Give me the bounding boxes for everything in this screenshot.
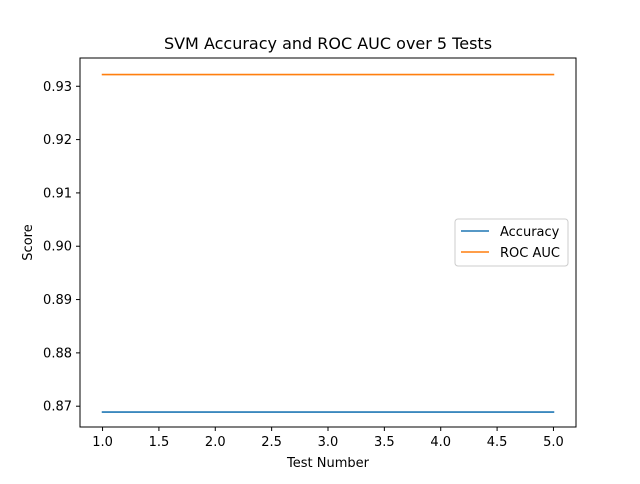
x-axis-label: Test Number	[286, 456, 370, 471]
x-tick-label: 5.0	[543, 435, 564, 450]
legend-label-accuracy: Accuracy	[500, 225, 560, 240]
y-tick-label: 0.88	[43, 346, 72, 361]
x-tick-label: 2.0	[205, 435, 226, 450]
y-tick-label: 0.89	[43, 293, 72, 308]
chart-title: SVM Accuracy and ROC AUC over 5 Tests	[164, 34, 492, 53]
y-axis: 0.87 0.88 0.89 0.90 0.91 0.92 0.93	[43, 80, 80, 415]
y-tick-label: 0.90	[43, 240, 72, 255]
series-layer	[101, 73, 555, 413]
x-tick-label: 3.0	[318, 435, 339, 450]
x-tick-label: 2.5	[261, 435, 282, 450]
legend-label-roc-auc: ROC AUC	[500, 246, 560, 261]
x-axis: 1.0 1.5 2.0 2.5 3.0 3.5 4.0 4.5 5.0	[92, 427, 564, 450]
legend: Accuracy ROC AUC	[454, 218, 569, 267]
x-tick-label: 4.0	[430, 435, 451, 450]
x-tick-label: 1.0	[92, 435, 113, 450]
x-tick-label: 1.5	[149, 435, 170, 450]
y-axis-label: Score	[21, 224, 36, 260]
x-tick-label: 3.5	[374, 435, 395, 450]
y-tick-label: 0.93	[43, 80, 72, 95]
x-tick-label: 4.5	[487, 435, 508, 450]
y-tick-label: 0.87	[43, 400, 72, 415]
y-tick-label: 0.92	[43, 133, 72, 148]
y-tick-label: 0.91	[43, 186, 72, 201]
